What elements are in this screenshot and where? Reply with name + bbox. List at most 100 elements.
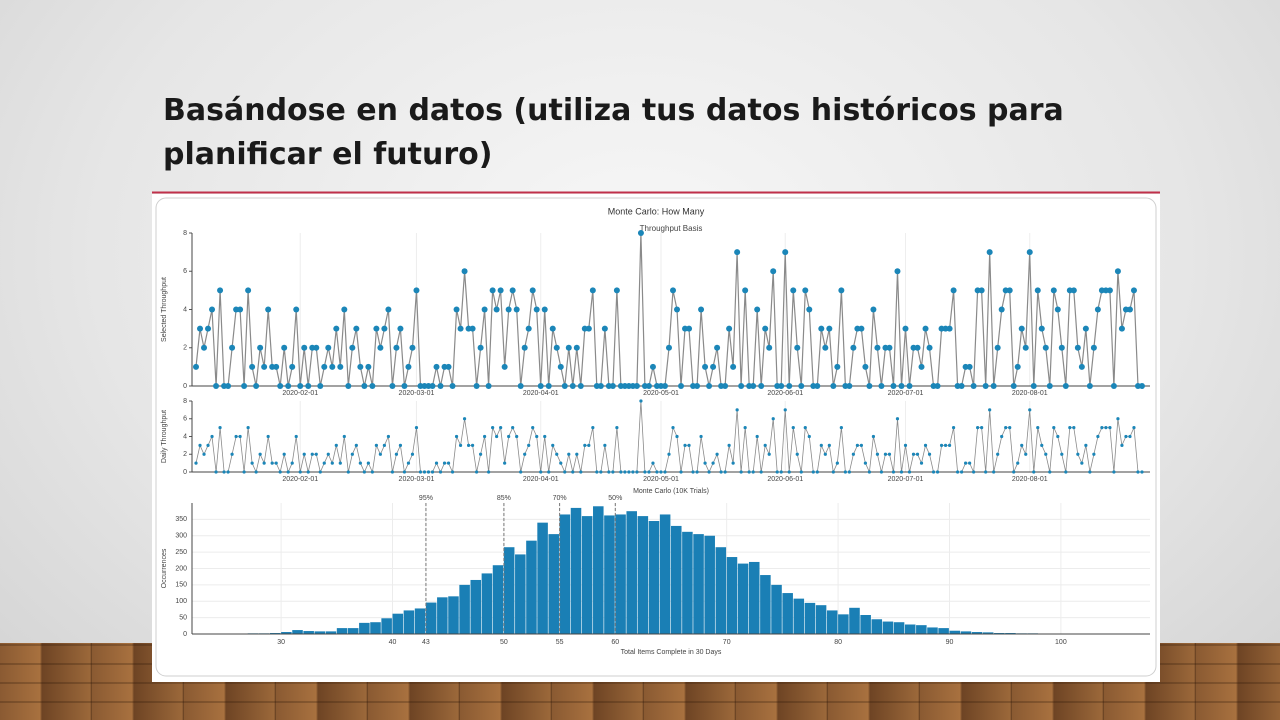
throughput-point [1072,426,1076,430]
throughput-point [377,344,384,351]
y-tick-label: 250 [175,549,187,556]
x-tick-label: 100 [1055,639,1067,646]
y-tick-label: 4 [183,306,187,313]
throughput-point [511,426,515,430]
throughput-point [982,383,989,389]
throughput-point [603,443,607,447]
throughput-point [823,452,827,456]
throughput-point [362,470,366,474]
throughput-point [1082,325,1089,332]
throughput-point [719,470,723,474]
throughput-point [759,470,763,474]
throughput-point [943,443,948,447]
bar [882,621,894,634]
throughput-point [887,452,892,456]
throughput-point [711,461,715,465]
throughput-point [980,426,984,430]
throughput-point [914,344,921,351]
bar [938,628,949,634]
throughput-point [547,470,551,474]
throughput-point [338,461,342,465]
throughput-point [767,452,771,456]
throughput-point [381,325,388,332]
throughput-point [587,443,591,447]
throughput-point [237,306,244,313]
throughput-point [454,434,459,439]
throughput-point [549,325,556,332]
throughput-point [341,306,348,313]
throughput-point [305,383,312,389]
throughput-point [561,383,568,389]
bar [826,610,838,634]
x-tick-label: 2020-07-01 [888,476,924,483]
percentile-label: 70% [553,495,567,502]
throughput-point [915,452,920,456]
throughput-point [730,363,737,370]
bar [470,579,482,634]
throughput-point [278,470,282,474]
x-tick-label: 2020-08-01 [1012,390,1048,397]
throughput-point [193,363,200,370]
x-tick-label: 2020-04-01 [523,390,559,397]
x-tick-label: 60 [611,639,619,646]
throughput-point [1044,452,1048,456]
x-tick-label: 2020-02-01 [282,390,318,397]
throughput-point [787,470,791,474]
y-tick-label: 200 [175,565,187,572]
throughput-point [699,434,703,439]
throughput-point [201,344,208,351]
throughput-point [353,325,360,332]
bar [771,584,782,634]
throughput-point [242,470,246,474]
x-tick-label: 2020-08-01 [1012,476,1048,483]
throughput-point [474,470,479,474]
throughput-point [722,383,729,389]
throughput-point [414,426,419,430]
throughput-point [1052,426,1056,430]
bar [336,628,348,634]
throughput-point [814,383,821,389]
throughput-point [378,452,382,456]
throughput-point [726,325,733,332]
throughput-point [762,325,769,332]
bar [548,534,560,634]
throughput-point [294,434,298,439]
throughput-point [1020,443,1024,447]
throughput-point [402,470,407,474]
bar [982,632,994,634]
bar [437,597,448,634]
throughput-point [1064,470,1068,474]
throughput-point [791,426,795,430]
bar [325,631,337,634]
throughput-point [569,383,576,389]
throughput-point [493,306,500,313]
throughput-point [262,461,266,465]
throughput-point [743,426,747,430]
throughput-point [678,383,685,389]
throughput-point [902,325,909,332]
throughput-point [1046,383,1053,389]
throughput-point [222,470,226,474]
throughput-point [742,287,749,294]
throughput-point [675,434,679,439]
throughput-point [529,287,536,294]
throughput-point [225,383,232,389]
throughput-point [886,344,893,351]
throughput-point [988,408,992,412]
throughput-point [577,383,584,389]
throughput-point [735,408,739,412]
throughput-point [1010,383,1017,389]
throughput-point [230,452,234,456]
throughput-point [968,461,972,465]
y-tick-label: 8 [183,230,187,237]
throughput-point [911,452,916,456]
throughput-point [386,434,391,439]
throughput-point [867,470,872,474]
throughput-point [505,306,512,313]
throughput-point [366,461,370,465]
throughput-point [1024,452,1028,456]
throughput-point [1132,426,1136,430]
throughput-point [437,383,444,389]
x-tick-label: 2020-06-01 [767,390,803,397]
